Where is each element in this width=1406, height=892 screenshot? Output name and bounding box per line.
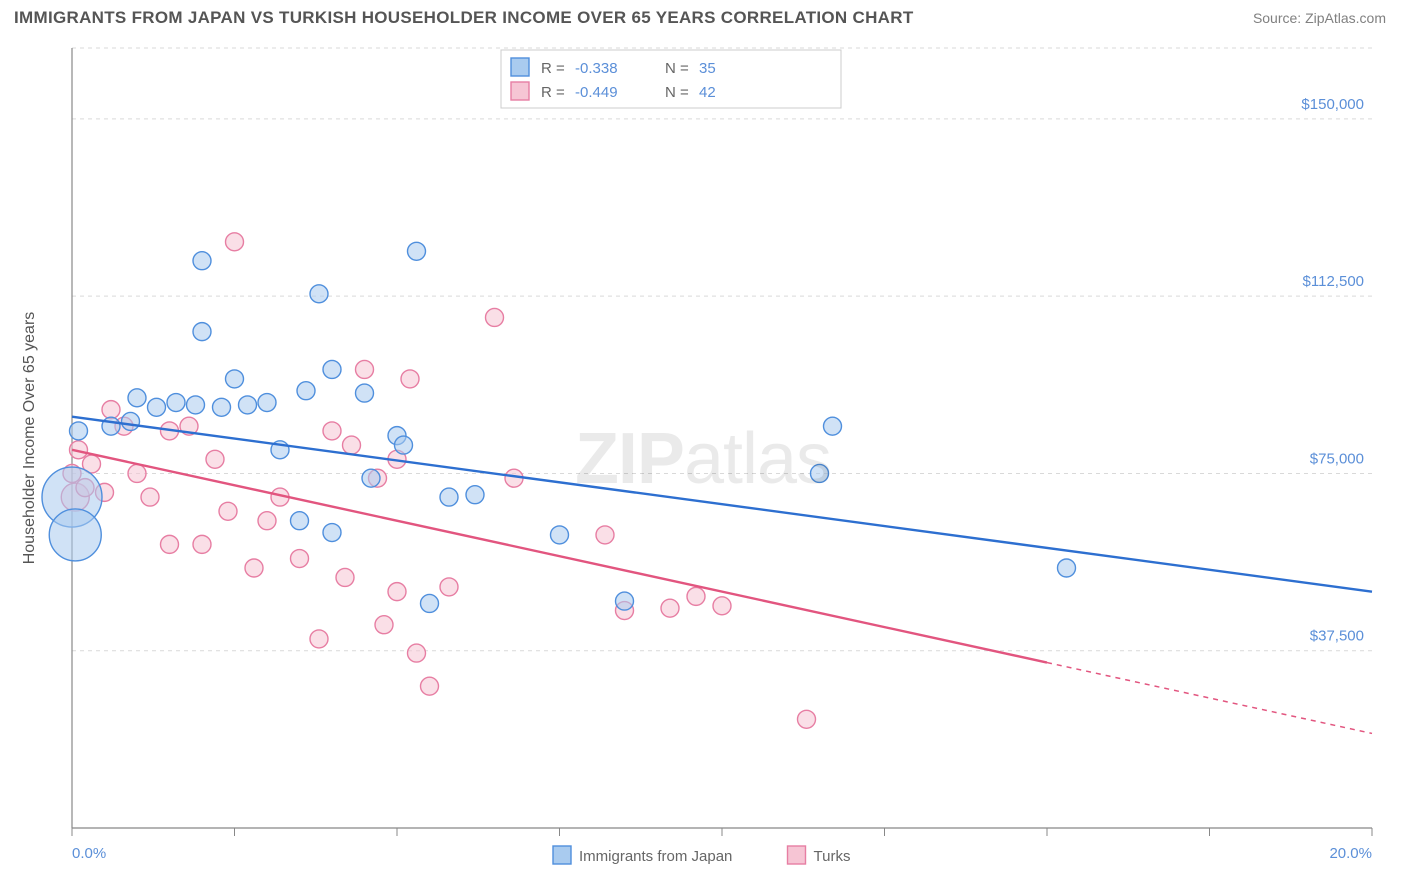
legend-stat: 42 (699, 84, 716, 101)
legend-stat: R = (541, 84, 565, 101)
source-label: Source: ZipAtlas.com (1253, 10, 1386, 26)
chart-container: $37,500 $75,000 $112,500 $150,000 0.0% 20.0% H… (14, 40, 1392, 878)
y-tick-label: $75,000 (1310, 450, 1364, 467)
y-tick-label: $112,500 (1303, 273, 1364, 290)
x-tick-label: 20.0% (1329, 845, 1372, 862)
legend-label: Turks (814, 848, 851, 865)
legend-stat: R = (541, 60, 565, 77)
scatter-chart: $37,500 $75,000 $112,500 $150,000 0.0% 20.0% H… (14, 40, 1392, 878)
legend-label: Immigrants from Japan (579, 848, 732, 865)
y-axis-label: Householder Income Over 65 years (21, 312, 38, 565)
legend-stat: -0.449 (575, 84, 618, 101)
x-tick-label: 0.0% (72, 845, 106, 862)
legend-stat: -0.338 (575, 60, 618, 77)
y-tick-label: $37,500 (1310, 628, 1364, 645)
chart-title: IMMIGRANTS FROM JAPAN VS TURKISH HOUSEHO… (14, 8, 914, 28)
legend-stat: 35 (699, 60, 716, 77)
y-tick-label: $150,000 (1301, 96, 1364, 113)
legend-stat: N = (665, 60, 689, 77)
legend-stat: N = (665, 84, 689, 101)
